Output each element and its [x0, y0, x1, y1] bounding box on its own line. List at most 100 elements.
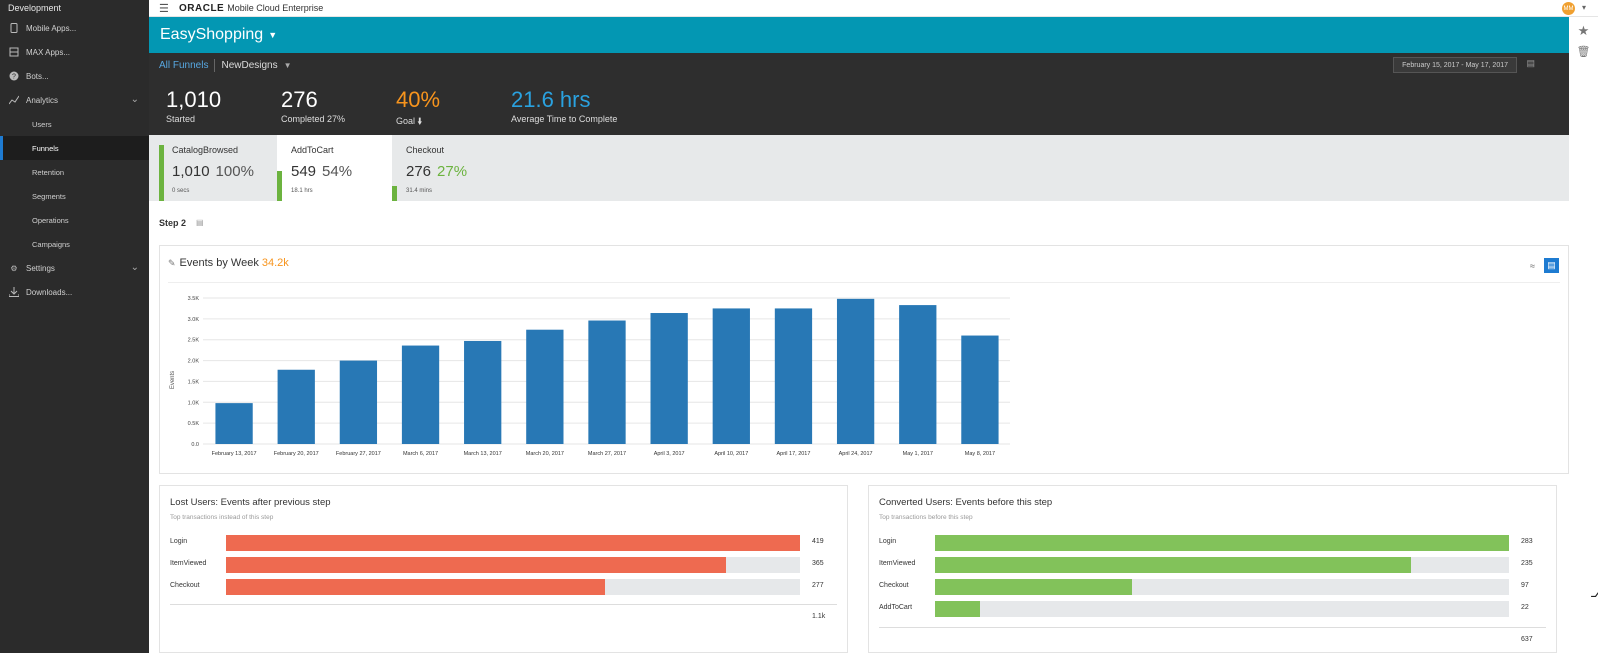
caret-down-icon[interactable]: ▼ — [283, 61, 292, 70]
sidebar-item-bots[interactable]: ? Bots... — [0, 64, 149, 88]
x-tick-label: April 3, 2017 — [654, 451, 685, 457]
sidebar-item-analytics[interactable]: Analytics ⌄ — [0, 88, 149, 112]
row-value: 419 — [812, 538, 824, 545]
sidebar-item-label: Settings — [26, 263, 55, 273]
stat-label: Started — [166, 114, 196, 124]
funnel-step-1[interactable]: CatalogBrowsed 1,010 100% 0 secs — [149, 135, 277, 201]
stat-value: 276 — [281, 87, 318, 112]
bar-row[interactable]: Login 283 — [879, 535, 1539, 551]
row-label: AddToCart — [879, 604, 913, 611]
bar-track — [226, 557, 800, 573]
sidebar-item-users[interactable]: Users — [32, 119, 52, 129]
bar-fill — [935, 579, 1132, 595]
x-tick-label: April 17, 2017 — [776, 451, 810, 457]
row-label: Login — [170, 538, 188, 545]
star-icon[interactable]: ★ — [1577, 23, 1590, 38]
sidebar-item-max-apps[interactable]: MAX Apps... — [0, 40, 149, 64]
mouse-cursor: ⎇ — [1590, 584, 1598, 601]
right-rail: ★ 🗑 — [1569, 17, 1598, 653]
bar-row[interactable]: Checkout 277 — [170, 579, 830, 595]
step-name: CatalogBrowsed — [172, 145, 239, 155]
row-value: 97 — [1521, 582, 1529, 589]
row-value: 283 — [1521, 538, 1533, 545]
top-bar: ☰ ORACLE Mobile Cloud Enterprise MM ▾ — [149, 0, 1598, 17]
bar-row[interactable]: Checkout 97 — [879, 579, 1539, 595]
sidebar-item-label: MAX Apps... — [26, 47, 71, 57]
sidebar-item-operations[interactable]: Operations — [32, 215, 69, 225]
y-tick-label: 0.5K — [188, 421, 200, 427]
trash-icon[interactable]: 🗑 — [1576, 46, 1591, 58]
funnel-step-3[interactable]: Checkout 276 27% 31.4 mins — [392, 135, 512, 201]
bar-row[interactable]: ItemViewed 365 — [170, 557, 830, 573]
row-value: 235 — [1521, 560, 1533, 567]
sidebar: Development Mobile Apps... MAX Apps... ?… — [0, 0, 149, 653]
bar-fill — [226, 557, 726, 573]
oracle-logo: ORACLE — [179, 2, 225, 14]
sidebar-item-segments[interactable]: Segments — [32, 191, 66, 201]
x-tick-label: February 27, 2017 — [336, 451, 381, 457]
chevron-down-icon[interactable]: ⌄ — [130, 94, 139, 105]
caret-down-icon[interactable]: ▼ — [268, 30, 278, 40]
bar-chart-toggle-icon[interactable]: ▤ — [1544, 258, 1559, 273]
bar-fill — [935, 601, 980, 617]
sidebar-item-mobile-apps[interactable]: Mobile Apps... — [0, 16, 149, 40]
bar[interactable] — [899, 305, 937, 444]
sidebar-item-settings[interactable]: ⚙ Settings ⌄ — [0, 256, 149, 280]
bar-row[interactable]: ItemViewed 235 — [879, 557, 1539, 573]
panel-title: Lost Users: Events after previous step — [170, 497, 331, 508]
bar[interactable] — [464, 340, 502, 444]
avatar[interactable]: MM — [1562, 2, 1575, 15]
all-funnels-link[interactable]: All Funnels — [159, 60, 209, 71]
app-name[interactable]: EasyShopping — [160, 26, 264, 43]
bar[interactable] — [401, 345, 440, 444]
sidebar-item-funnels[interactable]: Funnels — [0, 136, 149, 160]
bar[interactable] — [774, 308, 813, 444]
x-tick-label: February 20, 2017 — [274, 451, 319, 457]
line-chart-toggle-icon[interactable]: ≈ — [1530, 260, 1535, 271]
bar-row[interactable]: Login 419 — [170, 535, 830, 551]
step-name: Checkout — [406, 145, 445, 155]
product-name: Mobile Cloud Enterprise — [227, 3, 324, 13]
notes-icon[interactable]: ▤ — [1526, 58, 1535, 68]
stat-value: 40% — [396, 87, 441, 112]
bar[interactable] — [712, 308, 750, 444]
stat-started: 1,010 Started — [166, 87, 221, 124]
bar-fill — [226, 535, 800, 551]
bar[interactable] — [650, 313, 688, 444]
pencil-icon[interactable]: ✎ — [168, 258, 176, 268]
bar[interactable] — [339, 360, 378, 444]
chevron-down-icon[interactable]: ⌄ — [130, 262, 139, 273]
svg-text:?: ? — [12, 74, 16, 81]
panel-title: Converted Users: Events before this step — [879, 497, 1053, 508]
step-bar — [159, 145, 164, 201]
divider — [168, 282, 1560, 283]
breadcrumb: All Funnels NewDesigns ▼ February 15, 20… — [149, 53, 1569, 78]
bar-row[interactable]: AddToCart 22 — [879, 601, 1539, 617]
bar[interactable] — [215, 403, 253, 444]
bar[interactable] — [836, 298, 875, 444]
notes-icon[interactable]: ▤ — [196, 218, 204, 227]
bar[interactable] — [588, 320, 626, 444]
step-bar — [392, 186, 397, 201]
y-tick-label: 1.5K — [188, 379, 200, 385]
sidebar-item-campaigns[interactable]: Campaigns — [32, 239, 70, 249]
bar[interactable] — [526, 329, 564, 444]
step-name: AddToCart — [291, 145, 334, 155]
x-tick-label: April 10, 2017 — [714, 451, 748, 457]
stat-avg-time: 21.6 hrs Average Time to Complete — [511, 87, 617, 124]
menu-icon[interactable]: ☰ — [159, 2, 169, 15]
funnel-step-2[interactable]: AddToCart 549 54% 18.1 hrs — [277, 135, 392, 201]
bar[interactable] — [961, 335, 999, 444]
funnel-stats: 1,010 Started 276 Completed 27% 40% Goal… — [149, 78, 1569, 135]
x-tick-label: February 13, 2017 — [212, 451, 257, 457]
sidebar-item-retention[interactable]: Retention — [32, 167, 65, 177]
bar[interactable] — [277, 369, 315, 444]
date-range-picker[interactable]: February 15, 2017 - May 17, 2017 — [1393, 57, 1517, 73]
funnel-selector[interactable]: NewDesigns — [221, 60, 278, 71]
chevron-down-icon[interactable]: ▾ — [1581, 3, 1586, 12]
arrow-down-icon[interactable]: 🠛 — [417, 116, 423, 126]
row-label: ItemViewed — [170, 560, 207, 567]
panel-total: 637 — [1521, 636, 1533, 643]
sidebar-item-downloads[interactable]: Downloads... — [0, 280, 149, 304]
row-value: 365 — [812, 560, 824, 567]
